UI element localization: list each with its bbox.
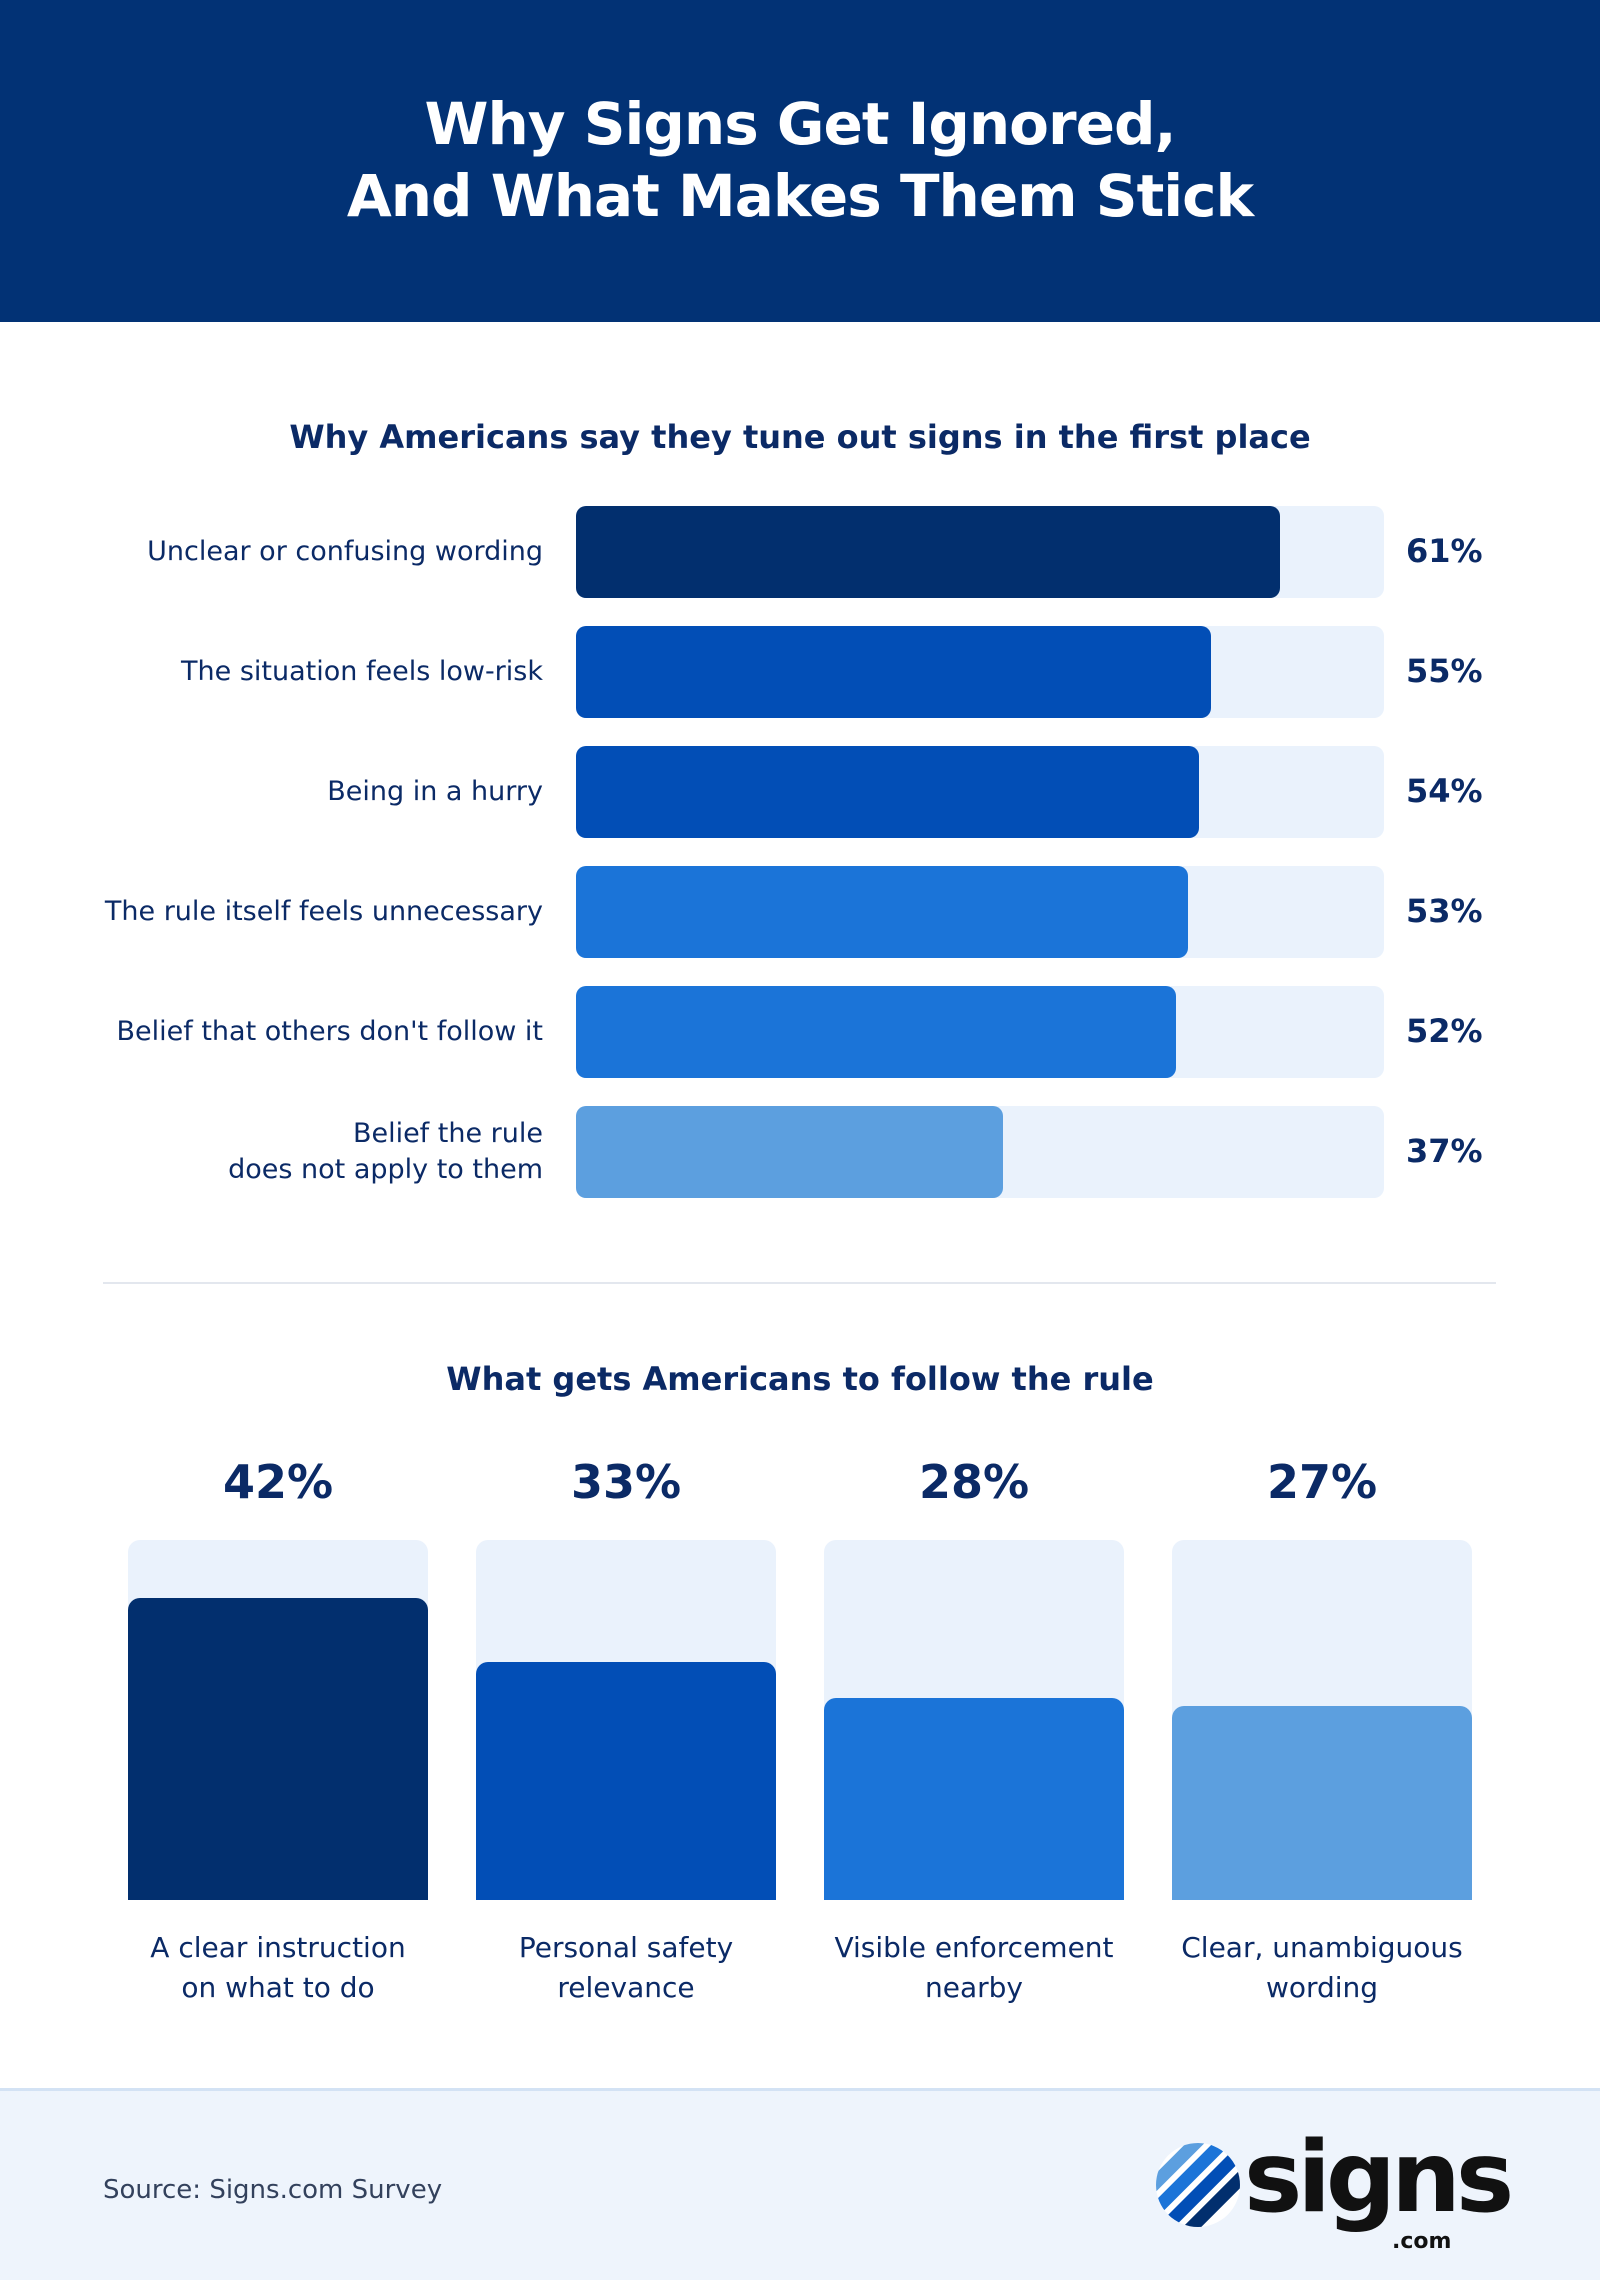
page-title-line-1: Why Signs Get Ignored, <box>424 90 1176 158</box>
bar-track <box>576 506 1384 598</box>
bar-label-line: Being in a hurry <box>327 776 543 807</box>
bar-track <box>576 1106 1384 1198</box>
bar <box>576 1106 1003 1198</box>
bar-value-label: 33% <box>570 1455 682 1509</box>
bar-value-label: 37% <box>1406 1132 1483 1170</box>
bar-value-label: 27% <box>1266 1455 1378 1509</box>
chart-1-title: Why Americans say they tune out signs in… <box>289 418 1311 456</box>
bar-label: Unclear or confusing wording <box>147 534 543 570</box>
bar-track <box>576 626 1384 718</box>
bar <box>824 1698 1124 1900</box>
bar-value-label: 28% <box>918 1455 1030 1509</box>
bar-label-line: The situation feels low-risk <box>181 656 543 687</box>
bar-label: Being in a hurry <box>327 774 543 810</box>
bar <box>576 506 1280 598</box>
bar-label: Clear, unambiguous wording <box>1172 1928 1472 2008</box>
signs-logo-stripes-icon <box>1156 2143 1240 2227</box>
bar-label: The situation feels low-risk <box>181 654 543 690</box>
bar-label: A clear instruction on what to do <box>128 1928 428 2008</box>
chart-2-title: What gets Americans to follow the rule <box>446 1360 1154 1398</box>
signs-logo: signs .com <box>1150 2123 1514 2254</box>
bar-label-line: Visible enforcement <box>834 1931 1114 1964</box>
bar-label: Belief that others don't follow it <box>117 1014 544 1050</box>
bar <box>576 986 1176 1078</box>
bar-label-line: wording <box>1265 1971 1379 2004</box>
bar-value-label: 52% <box>1406 1012 1483 1050</box>
bar-label-line: A clear instruction <box>150 1931 406 1964</box>
bar-value-label: 42% <box>222 1455 334 1509</box>
bar-label-line: The rule itself feels unnecessary <box>104 896 543 927</box>
source-note: Source: Signs.com Survey <box>103 2175 443 2205</box>
bar-track <box>576 866 1384 958</box>
bar-value-label: 55% <box>1406 652 1483 690</box>
bar-value-label: 53% <box>1406 892 1483 930</box>
bar <box>576 626 1211 718</box>
bar-label-line: nearby <box>925 1971 1023 2004</box>
bar <box>128 1598 428 1900</box>
footer: Source: Signs.com Survey signs .com <box>0 2088 1600 2280</box>
bar-label-line: Clear, unambiguous <box>1181 1931 1463 1964</box>
bar-track <box>576 986 1384 1078</box>
bar-label: Visible enforcement nearby <box>824 1928 1124 2008</box>
bar-label: Belief the rule does not apply to them <box>228 1116 543 1188</box>
bar-value-label: 61% <box>1406 532 1483 570</box>
bar-label-line: Belief the rule <box>352 1118 543 1149</box>
signs-logo-wordmark: signs <box>1244 2121 1514 2235</box>
bar-label: Personal safety relevance <box>476 1928 776 2008</box>
header-banner: Why Signs Get Ignored, And What Makes Th… <box>0 0 1600 322</box>
bar-label-line: relevance <box>557 1971 695 2004</box>
section-divider <box>103 1282 1496 1284</box>
bar-track <box>576 746 1384 838</box>
bar-track <box>128 1540 428 1900</box>
bar-track <box>476 1540 776 1900</box>
bar <box>576 746 1199 838</box>
bar <box>1172 1706 1472 1900</box>
bar-track <box>824 1540 1124 1900</box>
bar <box>476 1662 776 1900</box>
page-title: Why Signs Get Ignored, And What Makes Th… <box>0 88 1600 232</box>
signs-logo-domain: .com <box>1392 2229 1452 2254</box>
bar-label-line: does not apply to them <box>228 1154 543 1185</box>
bar-label-line: Personal safety <box>518 1931 734 1964</box>
bar-label-line: Unclear or confusing wording <box>147 536 543 567</box>
bar-label: The rule itself feels unnecessary <box>105 894 543 930</box>
page-title-line-2: And What Makes Them Stick <box>346 162 1254 230</box>
bar-label-line: on what to do <box>181 1971 375 2004</box>
bar-label-line: Belief that others don't follow it <box>116 1016 544 1047</box>
bar-value-label: 54% <box>1406 772 1483 810</box>
bar-track <box>1172 1540 1472 1900</box>
bar <box>576 866 1188 958</box>
